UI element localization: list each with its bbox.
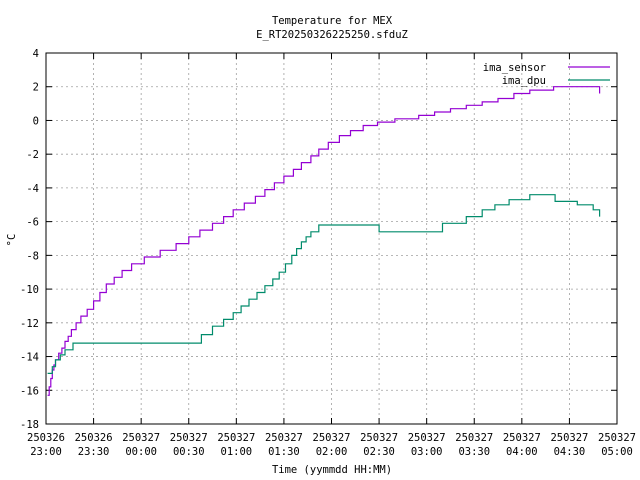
x-tick-label-time: 00:30 [173,446,205,458]
x-tick-label-date: 250327 [265,432,303,444]
grid [46,53,617,424]
y-tick-label: -10 [20,284,39,296]
x-tick-label-date: 250327 [313,432,351,444]
chart-subtitle: E_RT20250326225250.sfduZ [256,29,408,41]
y-tick-label: -14 [20,352,39,364]
axis-ticks: 250326 23:00 250326 23:30 250327 00:00 250327 0… [20,48,636,458]
y-axis-label: °C [6,234,18,247]
x-tick-label-time: 23:00 [30,446,62,458]
plot-frame [45,52,618,425]
y-tick-label: -2 [26,149,39,161]
x-axis-label: Time (yymmdd HH:MM) [272,464,392,476]
x-tick-label-date: 250327 [455,432,493,444]
y-tick-label: -16 [20,385,39,397]
y-tick-label: 0 [33,115,39,127]
x-tick-label-time: 00:00 [125,446,157,458]
y-tick-label: 4 [33,48,39,60]
y-tick-label: 2 [33,82,39,94]
x-tick-label-date: 250326 [27,432,65,444]
y-tick-label: -6 [26,217,39,229]
x-tick-label-time: 23:30 [78,446,110,458]
x-tick-label-time: 03:00 [411,446,443,458]
x-tick-label-date: 250327 [503,432,541,444]
x-tick-label-time: 02:00 [316,446,348,458]
x-tick-label-date: 250327 [170,432,208,444]
legend-label-ima-dpu: ima_dpu [502,75,546,87]
y-tick-label: -12 [20,318,39,330]
x-tick-label-time: 04:30 [554,446,586,458]
chart-title: Temperature for MEX [272,15,393,27]
x-tick-label-date: 250327 [598,432,636,444]
legend-label-ima-sensor: ima_sensor [483,62,546,74]
x-tick-label-date: 250327 [217,432,255,444]
series-group [47,86,601,396]
y-tick-label: -18 [20,419,39,431]
x-tick-label-date: 250327 [360,432,398,444]
x-tick-label-time: 05:00 [601,446,633,458]
x-tick-label-date: 250327 [550,432,588,444]
series-line-ima-sensor [47,86,601,396]
x-tick-label-time: 01:00 [221,446,253,458]
series-line-ima-dpu [47,194,601,374]
x-tick-label-date: 250327 [122,432,160,444]
x-tick-label-time: 04:00 [506,446,538,458]
y-tick-label: -8 [26,250,39,262]
x-tick-label-time: 02:30 [363,446,395,458]
x-tick-label-date: 250326 [75,432,113,444]
x-tick-label-time: 01:30 [268,446,300,458]
x-tick-label-time: 03:30 [458,446,490,458]
x-tick-label-date: 250327 [408,432,446,444]
y-tick-label: -4 [26,183,39,195]
